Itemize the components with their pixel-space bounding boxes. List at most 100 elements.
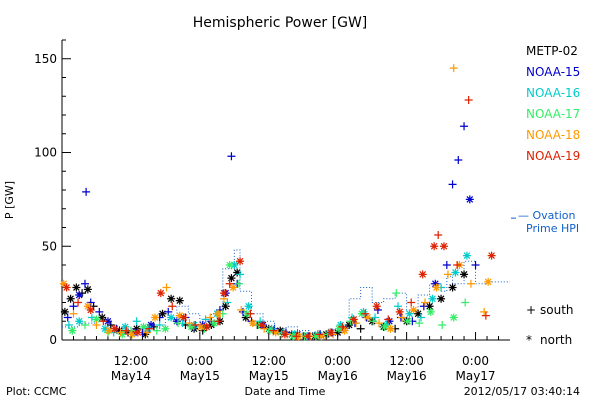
noaa-18-south-point bbox=[162, 283, 171, 292]
noaa-17-north-point bbox=[68, 326, 77, 335]
noaa-17-north-point bbox=[403, 317, 412, 326]
metp-02-north-point bbox=[60, 307, 69, 316]
metp-02-north-point bbox=[175, 296, 184, 305]
metp-02-north-point bbox=[448, 283, 457, 292]
noaa-19-south-point bbox=[99, 317, 108, 326]
noaa-17-south-point bbox=[461, 298, 470, 307]
legend-noaa-15: NOAA-15 bbox=[526, 65, 580, 79]
noaa-19-south-point bbox=[453, 261, 462, 269]
noaa-18-south-point bbox=[69, 309, 78, 318]
x-tick-date-label: May15 bbox=[249, 369, 289, 383]
noaa-18-north-point bbox=[409, 306, 418, 314]
noaa-19-south-point bbox=[292, 332, 301, 341]
noaa-18-north-point bbox=[386, 324, 395, 333]
noaa-16-north-point bbox=[230, 261, 239, 269]
noaa-19-south-point bbox=[407, 298, 416, 307]
metp-02-north-point bbox=[233, 268, 242, 277]
metp-02-north-point bbox=[227, 274, 236, 283]
noaa-19-north-point bbox=[219, 289, 228, 298]
noaa-15-south-point bbox=[419, 302, 428, 311]
noaa-17-south-point bbox=[415, 319, 424, 328]
noaa-16-north-point bbox=[462, 251, 471, 260]
noaa-17-north-point bbox=[380, 322, 389, 331]
y-tick-label: 0 bbox=[49, 333, 57, 347]
noaa-19-south-point bbox=[361, 309, 370, 318]
noaa-16-north-point bbox=[336, 321, 345, 329]
noaa-19-south-point bbox=[269, 326, 278, 335]
chart-title: Hemispheric Power [GW] bbox=[193, 15, 368, 31]
noaa-19-north-point bbox=[280, 330, 289, 339]
noaa-15-south-point bbox=[448, 180, 457, 189]
noaa-19-south-point bbox=[225, 279, 234, 288]
metp-02-north-point bbox=[276, 326, 285, 335]
noaa-16-north-point bbox=[167, 313, 176, 322]
noaa-19-north-point bbox=[86, 306, 95, 314]
y-tick-label: 50 bbox=[42, 239, 57, 253]
metp-02-north-point bbox=[460, 270, 469, 279]
noaa-18-north-point bbox=[432, 283, 441, 292]
noaa-16-north-point bbox=[451, 268, 460, 277]
metp-02-north-point bbox=[414, 309, 423, 318]
noaa-18-south-point bbox=[480, 307, 489, 316]
noaa-18-north-point bbox=[363, 313, 372, 322]
noaa-15-south-point bbox=[227, 152, 236, 161]
plot-area: 05010015012:00May140:00May1512:00May150:… bbox=[34, 39, 516, 383]
noaa-17-north-point bbox=[92, 315, 101, 324]
noaa-18-south-point bbox=[449, 64, 458, 73]
noaa-17-north-point bbox=[187, 322, 196, 331]
noaa-19-north-point bbox=[326, 328, 335, 337]
noaa-19-north-point bbox=[257, 321, 266, 329]
metp-02-north-point bbox=[132, 324, 141, 333]
noaa-17-south-point bbox=[174, 319, 183, 328]
noaa-19-south-point bbox=[434, 231, 443, 239]
noaa-17-north-point bbox=[225, 261, 234, 269]
legend-noaa-16: NOAA-16 bbox=[526, 86, 580, 100]
noaa-18-north-point bbox=[151, 313, 160, 322]
noaa-18-south-point bbox=[237, 306, 246, 314]
noaa-16-south-point bbox=[201, 315, 210, 324]
noaa-19-north-point bbox=[62, 283, 71, 292]
noaa-17-north-point bbox=[334, 324, 343, 333]
metp-02-south-point bbox=[356, 324, 365, 333]
x-axis-label: Date and Time bbox=[245, 385, 326, 398]
noaa-16-south-point bbox=[394, 302, 402, 311]
noaa-19-north-point bbox=[430, 242, 439, 251]
noaa-17-north-point bbox=[139, 322, 148, 331]
noaa-17-south-point bbox=[392, 289, 401, 298]
noaa-19-north-point bbox=[236, 257, 245, 266]
x-tick-time-label: 12:00 bbox=[389, 354, 424, 368]
noaa-19-north-point bbox=[372, 302, 381, 311]
noaa-16-north-point bbox=[244, 302, 253, 311]
noaa-19-south-point bbox=[168, 302, 177, 311]
noaa-16-south-point bbox=[132, 317, 141, 326]
noaa-16-south-point bbox=[64, 321, 73, 329]
metp-02-north-point bbox=[72, 283, 81, 292]
metp-02-north-point bbox=[83, 285, 92, 294]
noaa-19-north-point bbox=[439, 242, 448, 251]
noaa-15-south-point bbox=[80, 279, 89, 288]
noaa-19-south-point bbox=[464, 96, 473, 104]
noaa-16-north-point bbox=[405, 309, 414, 318]
metp-02-north-point bbox=[241, 313, 250, 322]
x-tick-time-label: 12:00 bbox=[114, 354, 149, 368]
metp-02-north-point bbox=[345, 321, 354, 329]
noaa-19-south-point bbox=[191, 321, 200, 329]
x-tick-date-label: May17 bbox=[455, 369, 495, 383]
noaa-19-south-point bbox=[246, 309, 255, 318]
metp-02-north-point bbox=[115, 326, 124, 335]
noaa-16-south-point bbox=[416, 313, 425, 322]
noaa-15-north-point bbox=[75, 291, 84, 299]
noaa-16-north-point bbox=[428, 294, 437, 303]
noaa-19-north-point bbox=[487, 251, 496, 260]
metp-02-north-point bbox=[98, 313, 107, 322]
noaa-19-north-point bbox=[156, 289, 165, 298]
metp-02-north-point bbox=[425, 302, 434, 311]
noaa-18-north-point bbox=[105, 326, 114, 335]
noaa-18-south-point bbox=[206, 313, 215, 322]
noaa-19-north-point bbox=[349, 315, 358, 324]
x-tick-date-label: May14 bbox=[111, 369, 151, 383]
x-tick-time-label: 0:00 bbox=[186, 354, 213, 368]
noaa-18-north-point bbox=[229, 283, 238, 292]
ovation-label-line1: — Ovation bbox=[518, 209, 576, 222]
